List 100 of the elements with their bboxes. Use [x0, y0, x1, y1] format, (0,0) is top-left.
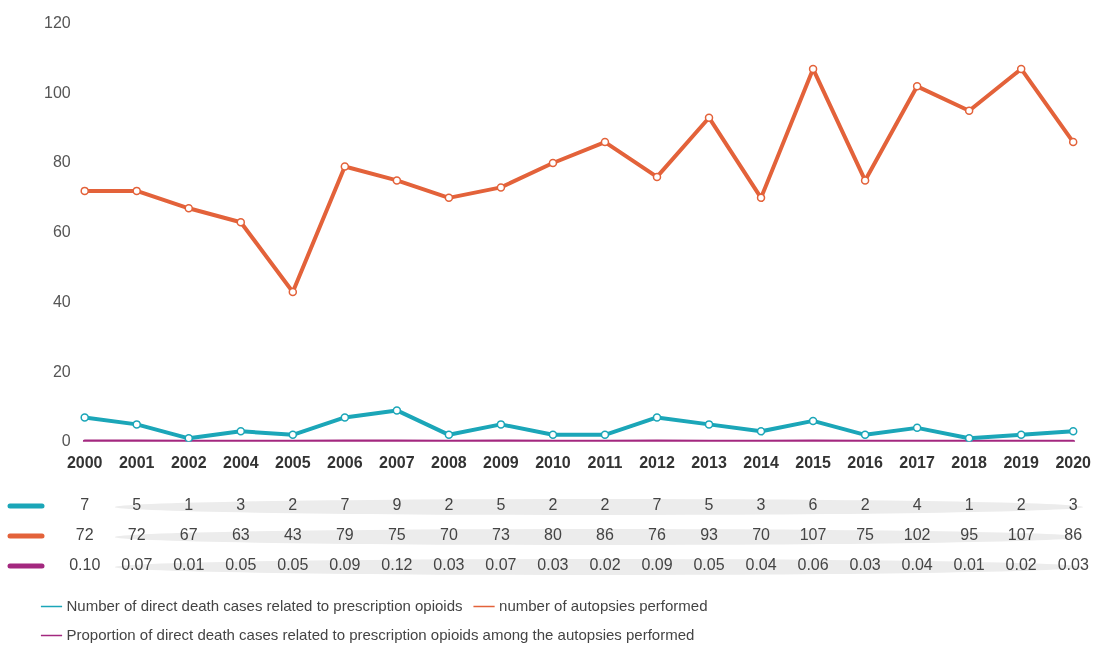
x-tick-label: 2000 — [66, 453, 103, 471]
point — [288, 430, 298, 440]
point — [548, 158, 558, 168]
data-label: 72 — [75, 526, 94, 544]
data-label: 2 — [444, 496, 454, 514]
data-label: 1 — [964, 496, 974, 514]
point — [444, 430, 454, 440]
data-label: 5 — [704, 496, 714, 514]
x-tick-label: 2011 — [587, 453, 623, 471]
x-tick-label: 2010 — [535, 453, 571, 471]
data-label: 0.06 — [797, 556, 829, 574]
x-tick-label: 2017 — [899, 453, 936, 471]
legend-label: Number of direct death cases related to prescription opioids — [66, 596, 463, 614]
legend-label: number of autopsies performed — [499, 596, 708, 614]
data-label: 86 — [1064, 526, 1083, 544]
data-label: 2 — [860, 496, 870, 514]
data-label: 9 — [392, 496, 402, 514]
data-label: 2 — [600, 496, 610, 514]
y-tick-label: 80 — [52, 153, 71, 171]
data-label: 102 — [903, 526, 931, 544]
point — [340, 413, 350, 422]
data-label: 0.07 — [485, 556, 517, 574]
point — [756, 427, 766, 436]
x-tick-label: 2016 — [847, 453, 883, 471]
data-label: 0.10 — [69, 556, 101, 574]
data-label: 70 — [439, 526, 458, 544]
point — [184, 434, 193, 442]
x-tick-label: 2007 — [379, 453, 415, 471]
point — [444, 193, 454, 203]
x-tick-label: 2013 — [691, 453, 727, 471]
data-label: 5 — [132, 496, 142, 514]
point — [184, 204, 193, 213]
legend-label: Proportion of direct death cases related to prescription opioids among the autopsies performed — [66, 625, 695, 643]
data-label: 79 — [335, 526, 354, 544]
x-tick-label: 2014 — [743, 453, 779, 471]
point — [1068, 427, 1078, 436]
point — [964, 106, 974, 115]
data-label: 0.07 — [121, 556, 153, 574]
point — [236, 427, 246, 436]
x-tick-label: 2020 — [1055, 453, 1092, 471]
data-label: 3 — [236, 496, 246, 514]
point — [652, 172, 662, 182]
x-tick-label: 2008 — [431, 453, 467, 471]
x-tick-label: 2002 — [170, 453, 207, 471]
data-label: 0.05 — [693, 556, 725, 574]
data-label: 93 — [700, 526, 719, 544]
point — [548, 430, 558, 440]
data-label: 6 — [808, 496, 818, 514]
data-label: 0.03 — [1057, 556, 1089, 574]
data-label: 70 — [752, 526, 771, 544]
data-label: 7 — [340, 496, 350, 514]
x-tick-label: 2019 — [1003, 453, 1040, 471]
data-label: 4 — [912, 496, 922, 514]
data-label: 0.01 — [173, 556, 205, 574]
point — [964, 434, 974, 442]
point — [704, 420, 714, 429]
data-label: 76 — [648, 526, 666, 544]
data-label: 72 — [127, 526, 146, 544]
data-label: 0.05 — [277, 556, 309, 574]
x-tick-label: 2006 — [327, 453, 363, 471]
point — [392, 176, 402, 185]
point — [860, 430, 870, 440]
y-tick-label: 120 — [43, 14, 71, 32]
point — [132, 420, 141, 429]
data-label: 2 — [1016, 496, 1026, 514]
point — [1016, 64, 1026, 74]
point — [600, 430, 610, 440]
point — [600, 137, 610, 147]
point — [652, 413, 662, 422]
point — [288, 287, 298, 297]
point — [1016, 430, 1026, 440]
x-tick-label: 2009 — [483, 453, 519, 471]
x-tick-label: 2004 — [222, 453, 259, 471]
data-label: 0.03 — [433, 556, 465, 574]
data-label: 0.04 — [901, 556, 933, 574]
point — [236, 218, 246, 227]
data-label: 3 — [756, 496, 766, 514]
point — [756, 193, 766, 203]
point — [496, 420, 506, 429]
y-tick-label: 0 — [61, 432, 71, 450]
data-label: 107 — [799, 526, 827, 544]
x-tick-label: 2001 — [118, 453, 155, 471]
data-label: 0.09 — [641, 556, 673, 574]
point — [1068, 137, 1078, 147]
point — [80, 186, 89, 196]
x-tick-label: 2015 — [795, 453, 831, 471]
data-label: 0.04 — [745, 556, 777, 574]
data-label: 3 — [1068, 496, 1078, 514]
data-label: 2 — [548, 496, 558, 514]
data-label: 63 — [231, 526, 250, 544]
x-tick-label: 2018 — [951, 453, 988, 471]
data-label: 95 — [960, 526, 979, 544]
data-label: 67 — [179, 526, 198, 544]
data-label: 0.12 — [381, 556, 413, 574]
data-label: 0.03 — [849, 556, 881, 574]
data-label: 0.02 — [589, 556, 621, 574]
data-label: 75 — [856, 526, 875, 544]
data-label: 75 — [387, 526, 406, 544]
data-label: 73 — [492, 526, 510, 544]
data-label: 5 — [496, 496, 506, 514]
